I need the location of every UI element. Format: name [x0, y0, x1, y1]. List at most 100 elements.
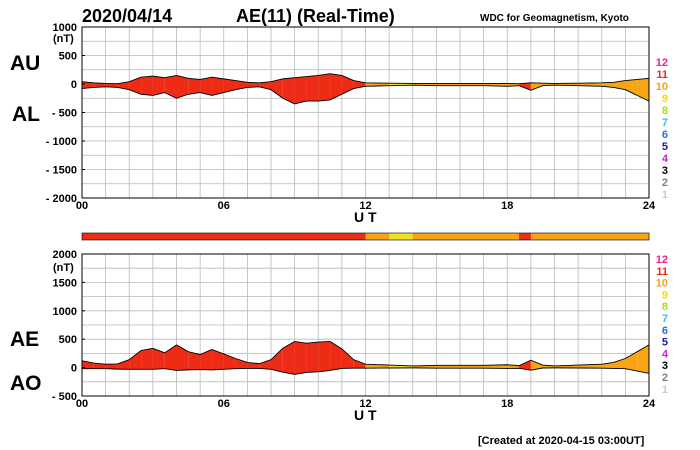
activity-fill-segment — [93, 363, 106, 369]
activity-fill-segment — [200, 77, 212, 96]
legend-hour-label: 2 — [662, 177, 668, 189]
activity-fill-segment — [152, 348, 165, 370]
activity-fill-segment — [625, 351, 638, 372]
legend-hour-label: 1 — [662, 384, 668, 396]
x-tick-label: 18 — [501, 200, 513, 212]
strip-segment — [188, 233, 201, 240]
activity-fill-segment — [176, 75, 189, 99]
strip-segment — [353, 233, 366, 240]
activity-fill-segment — [625, 79, 638, 96]
activity-fill-segment — [294, 341, 307, 375]
legend-hour-label: 6 — [662, 325, 668, 337]
y-tick-label: 2000 — [53, 249, 77, 261]
strip-frame — [81, 232, 650, 241]
activity-fill-segment — [282, 341, 295, 375]
x-tick-label: 00 — [76, 200, 88, 212]
au-series-line — [81, 73, 650, 85]
legend-hour-label: 11 — [656, 266, 668, 278]
strip-segment — [93, 233, 107, 240]
activity-fill-segment — [460, 365, 484, 369]
legend-hour-label: 9 — [662, 93, 668, 105]
legend-hour-label: 3 — [662, 360, 668, 372]
strip-segment — [235, 233, 248, 240]
activity-fill-segment — [353, 359, 366, 369]
strip-segment — [152, 233, 166, 240]
y-tick-label: 0 — [71, 79, 77, 91]
y-tick-label: 500 — [59, 334, 77, 346]
created-timestamp: [Created at 2020-04-15 03:00UT] — [478, 435, 645, 447]
x-tick-label: 18 — [501, 398, 513, 410]
activity-fill-segment — [637, 344, 649, 374]
strip-segment — [223, 233, 237, 240]
strip-segment — [460, 233, 485, 240]
activity-fill-segment — [141, 348, 153, 370]
strip-segment — [282, 233, 296, 240]
y-tick-label: 1000 — [53, 22, 77, 34]
strip-segment — [294, 233, 307, 240]
legend-hour-label: 7 — [662, 313, 668, 325]
activity-fill-segment — [530, 360, 543, 371]
activity-fill-segment — [613, 80, 626, 90]
legend-hour-label: 7 — [662, 117, 668, 129]
activity-fill-segment — [330, 73, 342, 100]
ao-label: AO — [10, 372, 42, 395]
legend-hour-label: 4 — [662, 348, 669, 360]
activity-fill-segment — [460, 83, 484, 86]
strip-segment — [211, 233, 225, 240]
activity-fill-segment — [271, 78, 283, 99]
strip-segment — [601, 233, 615, 240]
activity-fill-segment — [519, 360, 531, 371]
activity-fill-segment — [483, 364, 508, 369]
legend-hour-label: 11 — [656, 69, 668, 81]
activity-fill-segment — [200, 349, 212, 370]
strip-segment — [519, 233, 532, 240]
x-tick-label: 00 — [76, 398, 88, 410]
strip-segment — [247, 233, 260, 240]
strip-segment — [637, 233, 650, 240]
activity-fill-segment — [188, 78, 201, 95]
legend-hour-label: 12 — [656, 254, 668, 266]
legend-hour-label: 12 — [656, 57, 668, 69]
strip-segment — [613, 233, 626, 240]
activity-fill-segment — [247, 362, 260, 369]
activity-fill-segment — [105, 363, 118, 370]
x-tick-label: 24 — [643, 200, 656, 212]
legend-hour-label: 5 — [662, 337, 668, 349]
activity-fill-segment — [613, 358, 626, 369]
strip-segment — [82, 233, 95, 240]
strip-segment — [341, 233, 355, 240]
activity-fill-segment — [247, 82, 260, 88]
ao-series-line — [82, 367, 650, 375]
panel1-unit: (nT) — [53, 33, 74, 45]
y-tick-label: - 1000 — [46, 136, 77, 148]
al-series-line — [81, 84, 650, 105]
activity-fill-segment — [436, 83, 460, 86]
strip-segment — [412, 233, 437, 240]
strip-segment — [129, 233, 142, 240]
strip-segment — [554, 233, 579, 240]
activity-fill-segment — [93, 82, 106, 88]
strip-segment — [330, 233, 343, 240]
activity-fill-segment — [117, 359, 130, 370]
activity-fill-segment — [530, 82, 543, 91]
activity-fill-segment — [519, 82, 531, 91]
strip-segment — [530, 233, 544, 240]
strip-segment — [625, 233, 638, 240]
activity-fill-segment — [176, 344, 189, 371]
activity-fill-segment — [152, 76, 165, 96]
strip-segment — [483, 233, 508, 240]
y-tick-label: - 2000 — [46, 193, 77, 205]
activity-fill-segment — [164, 75, 177, 99]
legend-hour-label: 3 — [662, 165, 668, 177]
panel2-unit: (nT) — [53, 262, 74, 274]
strip-segment — [105, 233, 118, 240]
activity-fill-segment — [282, 77, 295, 104]
legend-hour-label: 4 — [662, 153, 669, 165]
activity-fill-segment — [318, 73, 331, 102]
y-tick-label: 0 — [71, 363, 77, 375]
strip-segment — [259, 233, 272, 240]
x-tick-label: 06 — [218, 200, 230, 212]
strip-segment — [200, 233, 213, 240]
